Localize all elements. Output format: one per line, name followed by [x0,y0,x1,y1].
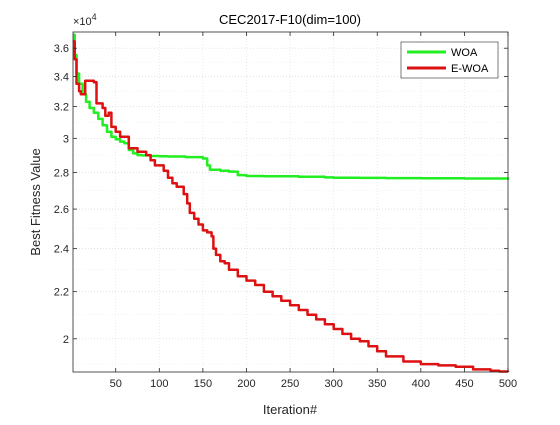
x-tick-label: 250 [281,378,299,390]
y-tick-label: 3.2 [54,101,69,113]
chart-title: CEC2017-F10(dim=100) [219,12,361,27]
y-tick-label: 2.6 [54,204,69,216]
x-tick-label: 350 [368,378,386,390]
series-lines [73,33,510,373]
y-tick-label: 3.4 [54,71,69,83]
legend-box [400,41,499,79]
x-tick-label: 50 [110,378,122,390]
legend-label-e-woa: E-WOA [451,63,489,75]
legend: WOA E-WOA [400,41,499,79]
y-tick-label: 2 [63,334,69,346]
y-tick-label: 2.8 [54,167,69,179]
y-exponent-base: ×10 [73,16,92,28]
series-line-e-woa [73,40,510,373]
legend-label-woa: WOA [451,47,478,59]
x-tick-label: 500 [499,378,517,390]
plot-background [73,32,508,372]
y-axis-label: Best Fitness Value [28,148,43,255]
y-tick-label: 3 [63,133,69,145]
x-tick-label: 100 [150,378,168,390]
y-exponent-power: 4 [92,12,97,22]
y-axis-exponent: ×104 [73,12,97,28]
plot-frame [72,31,509,373]
x-tick-label: 150 [194,378,212,390]
x-tick-label: 450 [455,378,473,390]
axis-ticks: 50 100 150 200 250 300 350 400 450 500 2 2.2 2.4 2.6 2… [54,32,517,390]
series-line-woa [73,33,510,180]
x-tick-label: 300 [324,378,342,390]
y-tick-label: 2.4 [54,244,69,256]
grid-lines [73,32,509,372]
x-tick-label: 400 [412,378,430,390]
y-tick-label: 2.2 [54,287,69,299]
y-tick-label: 3.6 [54,43,69,55]
x-tick-label: 200 [237,378,255,390]
x-axis-label: Iteration# [263,402,318,417]
